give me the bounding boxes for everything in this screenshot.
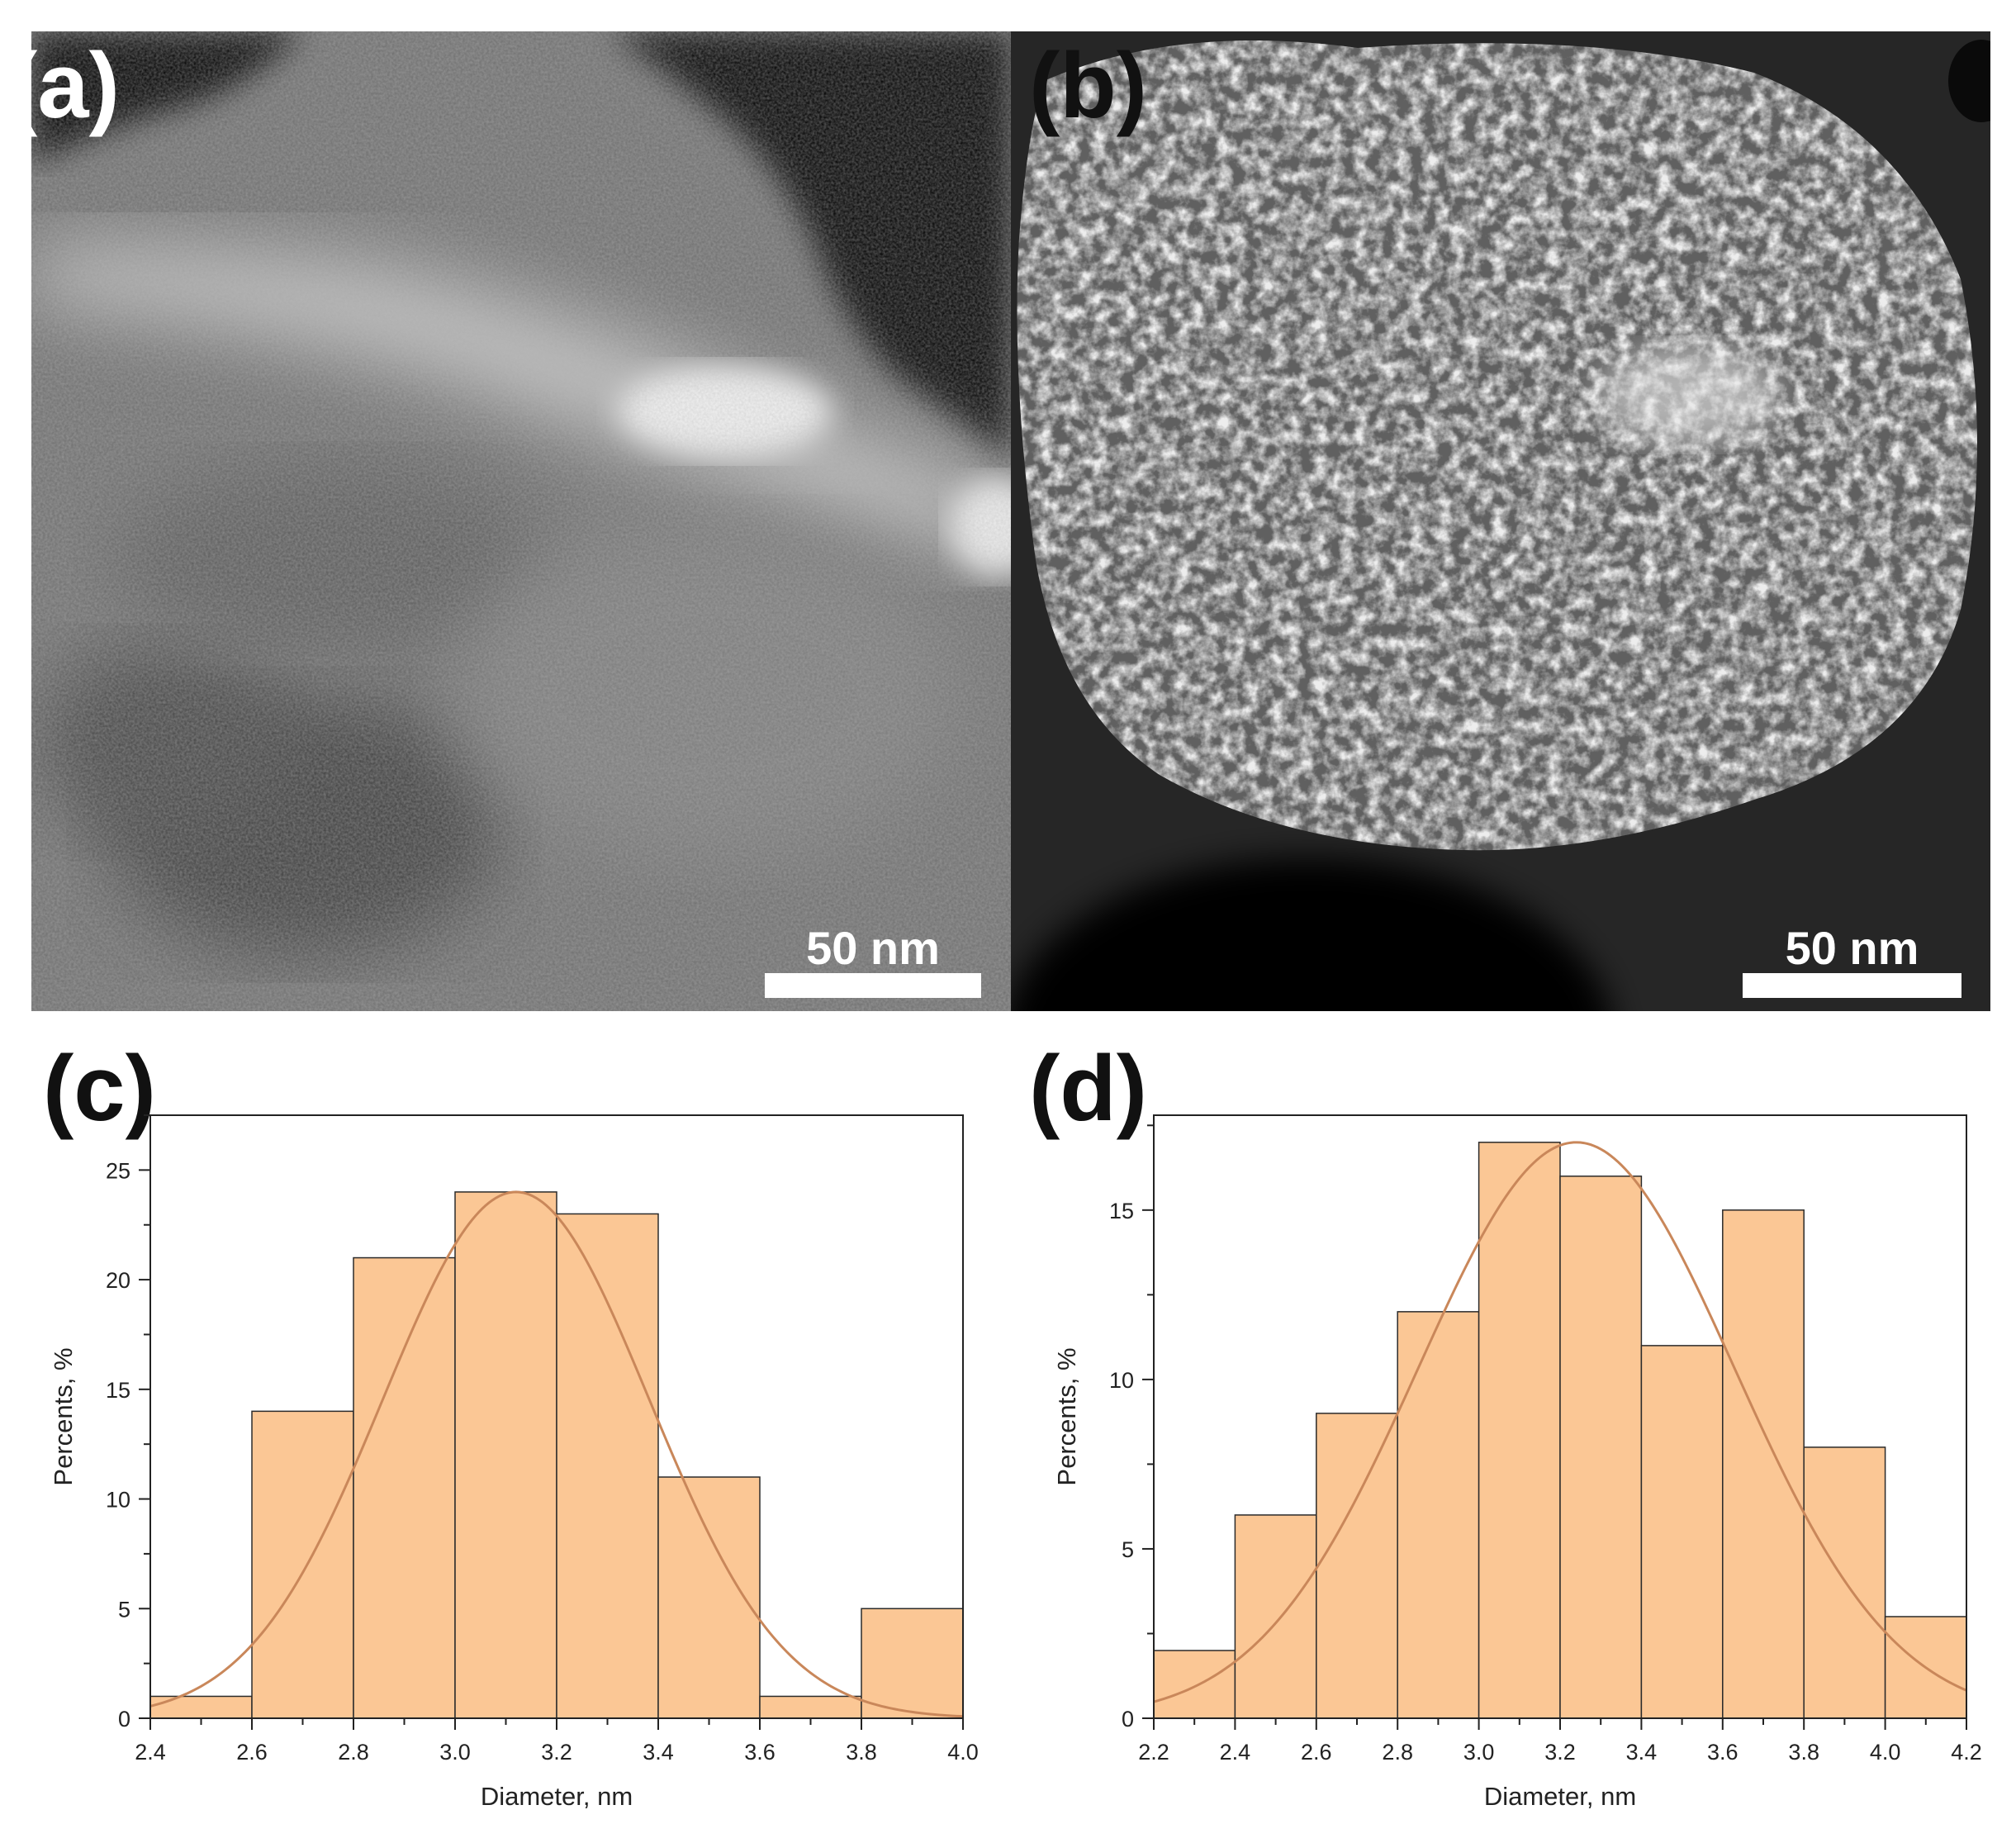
y-tick-label: 15 <box>106 1378 130 1403</box>
histogram-bar <box>556 1213 659 1719</box>
micrograph-b-image <box>1011 31 1990 1011</box>
x-tick-label: 2.8 <box>338 1740 369 1765</box>
histogram-d-svg: 2.2 2.4 2.6 2.8 3.0 3.2 3.4 3.6 3.8 4.0 4.2 0 5 10 15 D… <box>1052 1114 1982 1811</box>
micrograph-a-image <box>31 31 1011 1011</box>
gaussian-fit-curve <box>149 1190 964 1718</box>
y-tick-label: 10 <box>1109 1368 1134 1393</box>
scale-bar-a <box>765 973 981 998</box>
x-tick-label: 2.6 <box>236 1740 268 1765</box>
histogram-c: 2.4 2.6 2.8 3.0 3.2 3.4 3.6 3.8 4.0 0 5 10 15 20 25 Dia… <box>0 1074 1008 1817</box>
scale-bar-label-a: 50 nm <box>806 922 940 974</box>
histogram-bar <box>759 1695 862 1719</box>
x-tick-label: 2.4 <box>135 1740 166 1765</box>
gaussian-fit-curve <box>1153 1141 1967 1703</box>
x-tick-label: 3.8 <box>846 1740 877 1765</box>
micrograph-a <box>31 31 1011 1011</box>
x-tick-label: 3.6 <box>744 1740 776 1765</box>
scale-bar-b <box>1743 973 1961 998</box>
panel-label-a: (a) <box>7 34 120 137</box>
histogram-bar <box>861 1608 964 1719</box>
y-tick-label: 5 <box>118 1597 130 1622</box>
histogram-bar <box>149 1695 253 1719</box>
x-tick-label: 3.8 <box>1788 1740 1819 1765</box>
scale-bar-label-b: 50 nm <box>1785 922 1919 974</box>
histogram-bar <box>1316 1413 1398 1719</box>
x-tick-label: 3.2 <box>541 1740 572 1765</box>
x-axis-label: Diameter, nm <box>481 1782 633 1811</box>
y-tick-label: 5 <box>1122 1537 1134 1562</box>
y-tick-label: 0 <box>118 1707 130 1731</box>
y-tick-label: 0 <box>1122 1707 1134 1731</box>
histogram-bar <box>454 1191 557 1719</box>
x-tick-label: 3.2 <box>1544 1740 1576 1765</box>
x-tick-label: 3.4 <box>1626 1740 1658 1765</box>
y-tick-label: 20 <box>106 1268 130 1293</box>
histogram-bar <box>657 1476 761 1719</box>
histogram-d: 2.2 2.4 2.6 2.8 3.0 3.2 3.4 3.6 3.8 4.0 4.2 0 5 10 15 D… <box>1008 1074 2016 1817</box>
y-tick-label: 15 <box>1109 1199 1134 1223</box>
y-tick-label: 10 <box>106 1488 130 1513</box>
histogram-bar <box>1153 1650 1236 1719</box>
x-tick-label: 2.2 <box>1138 1740 1169 1765</box>
x-tick-label: 2.4 <box>1220 1740 1251 1765</box>
x-tick-label: 2.6 <box>1301 1740 1332 1765</box>
x-tick-label: 4.2 <box>1951 1740 1982 1765</box>
micrograph-b <box>1011 31 1990 1011</box>
histogram-bar <box>353 1256 456 1719</box>
histogram-c-svg: 2.4 2.6 2.8 3.0 3.2 3.4 3.6 3.8 4.0 0 5 10 15 20 25 Dia… <box>49 1114 979 1811</box>
x-tick-label: 4.0 <box>1870 1740 1901 1765</box>
histogram-bar <box>1397 1311 1480 1719</box>
histogram-bar <box>1722 1209 1805 1719</box>
histogram-bar <box>1234 1514 1317 1719</box>
histogram-bar <box>251 1410 354 1719</box>
y-axis-label: Percents, % <box>1052 1347 1081 1485</box>
histogram-bar <box>1478 1142 1561 1719</box>
y-tick-label: 25 <box>106 1158 130 1183</box>
x-tick-label: 4.0 <box>947 1740 979 1765</box>
x-tick-label: 2.8 <box>1382 1740 1413 1765</box>
x-tick-label: 3.6 <box>1707 1740 1739 1765</box>
x-tick-label: 3.0 <box>439 1740 471 1765</box>
panel-label-c: (c) <box>43 1037 156 1140</box>
histogram-bar <box>1640 1345 1724 1719</box>
y-axis-label: Percents, % <box>49 1347 78 1485</box>
x-axis-label: Diameter, nm <box>1484 1782 1636 1811</box>
x-tick-label: 3.4 <box>643 1740 674 1765</box>
panel-label-b: (b) <box>1029 34 1148 137</box>
panel-label-d: (d) <box>1029 1037 1148 1140</box>
histogram-bar <box>1559 1176 1643 1719</box>
x-tick-label: 3.0 <box>1463 1740 1495 1765</box>
